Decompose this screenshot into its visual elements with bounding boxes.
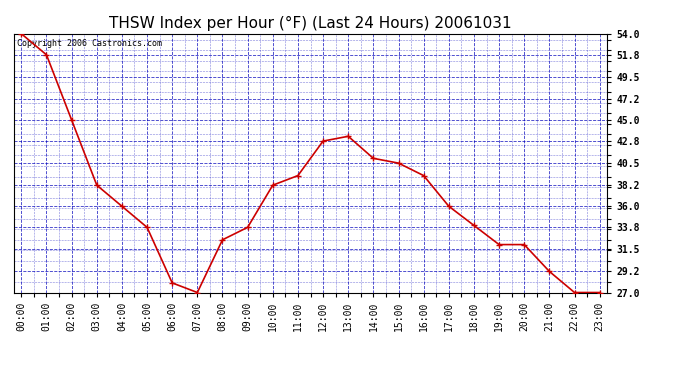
Title: THSW Index per Hour (°F) (Last 24 Hours) 20061031: THSW Index per Hour (°F) (Last 24 Hours)… [109, 16, 512, 31]
Text: Copyright 2006 Castronics.com: Copyright 2006 Castronics.com [17, 39, 161, 48]
